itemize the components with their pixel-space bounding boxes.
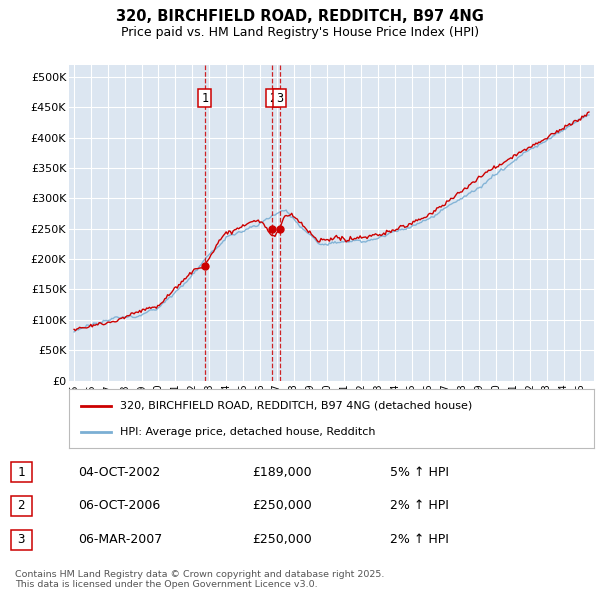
Text: 1: 1: [17, 466, 25, 479]
Text: HPI: Average price, detached house, Redditch: HPI: Average price, detached house, Redd…: [120, 427, 376, 437]
Text: 2% ↑ HPI: 2% ↑ HPI: [390, 533, 449, 546]
Text: Contains HM Land Registry data © Crown copyright and database right 2025.
This d: Contains HM Land Registry data © Crown c…: [15, 570, 385, 589]
Text: Price paid vs. HM Land Registry's House Price Index (HPI): Price paid vs. HM Land Registry's House …: [121, 26, 479, 39]
Text: 3: 3: [276, 91, 283, 104]
Text: 320, BIRCHFIELD ROAD, REDDITCH, B97 4NG: 320, BIRCHFIELD ROAD, REDDITCH, B97 4NG: [116, 9, 484, 24]
Text: 06-OCT-2006: 06-OCT-2006: [78, 499, 160, 513]
Text: 1: 1: [202, 91, 208, 104]
Text: £250,000: £250,000: [252, 533, 312, 546]
Text: 3: 3: [17, 533, 25, 546]
Text: 5% ↑ HPI: 5% ↑ HPI: [390, 466, 449, 479]
Text: 320, BIRCHFIELD ROAD, REDDITCH, B97 4NG (detached house): 320, BIRCHFIELD ROAD, REDDITCH, B97 4NG …: [120, 401, 472, 411]
Text: 2: 2: [17, 499, 25, 513]
Text: 2: 2: [269, 91, 276, 104]
Text: £250,000: £250,000: [252, 499, 312, 513]
Text: 06-MAR-2007: 06-MAR-2007: [78, 533, 162, 546]
Text: £189,000: £189,000: [252, 466, 311, 479]
Text: 04-OCT-2002: 04-OCT-2002: [78, 466, 160, 479]
Text: 2% ↑ HPI: 2% ↑ HPI: [390, 499, 449, 513]
